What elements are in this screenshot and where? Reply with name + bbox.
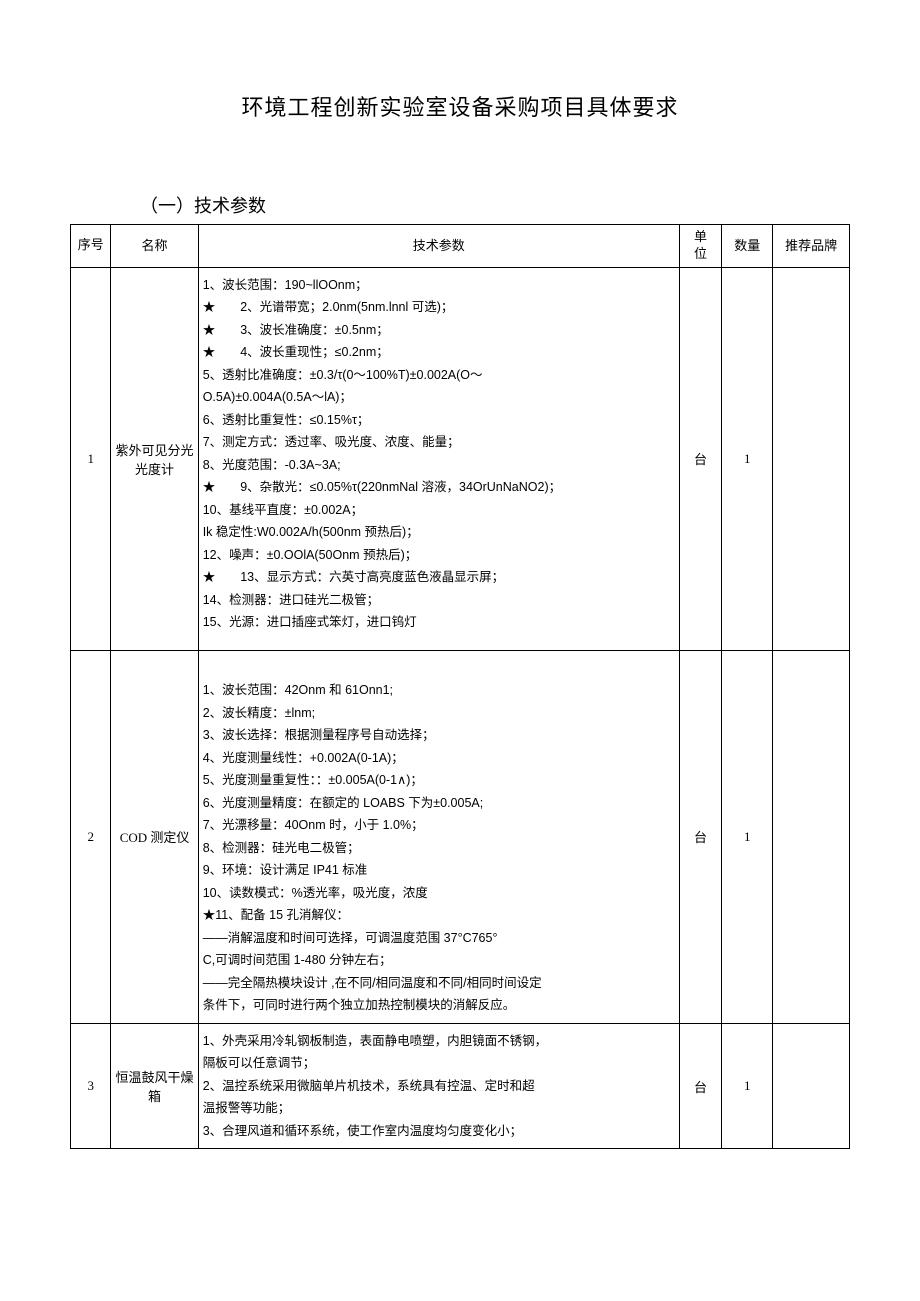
col-header-name: 名称: [111, 225, 198, 268]
cell-brand: [773, 267, 850, 650]
col-header-spec: 技术参数: [198, 225, 679, 268]
cell-qty: 1: [722, 267, 773, 650]
cell-seq: 3: [71, 1023, 111, 1149]
table-row: 3 恒温鼓风干燥箱 1、外壳采用冷轧钢板制造，表面静电喷塑，内胆镜面不锈钢， 隔…: [71, 1023, 850, 1149]
cell-brand: [773, 650, 850, 1023]
cell-unit: 台: [679, 267, 722, 650]
document-title: 环境工程创新实验室设备采购项目具体要求: [0, 90, 920, 122]
col-header-qty: 数量: [722, 225, 773, 268]
cell-qty: 1: [722, 1023, 773, 1149]
cell-name: COD 测定仪: [111, 650, 198, 1023]
cell-unit: 台: [679, 1023, 722, 1149]
cell-spec: 1、外壳采用冷轧钢板制造，表面静电喷塑，内胆镜面不锈钢， 隔板可以任意调节； 2…: [198, 1023, 679, 1149]
table-row: 2 COD 测定仪 1、波长范围：42Onm 和 61Onn1; 2、波长精度：…: [71, 650, 850, 1023]
cell-seq: 2: [71, 650, 111, 1023]
spec-table: 序号 名称 技术参数 单 位 数量 推荐品牌 1 紫外可见分光光度计: [70, 224, 850, 1149]
col-header-unit: 单 位: [679, 225, 722, 268]
cell-name: 紫外可见分光光度计: [111, 267, 198, 650]
cell-spec: 1、波长范围：190~llOOnm； ★ 2、光谱带宽；2.0nm(5nm.ln…: [198, 267, 679, 650]
col-header-brand: 推荐品牌: [773, 225, 850, 268]
table-row: 1 紫外可见分光光度计 1、波长范围：190~llOOnm； ★ 2、光谱带宽；…: [71, 267, 850, 650]
cell-brand: [773, 1023, 850, 1149]
cell-qty: 1: [722, 650, 773, 1023]
cell-name: 恒温鼓风干燥箱: [111, 1023, 198, 1149]
table-header-row: 序号 名称 技术参数 单 位 数量 推荐品牌: [71, 225, 850, 268]
cell-unit: 台: [679, 650, 722, 1023]
section-subtitle: （一）技术参数: [140, 192, 920, 218]
document-page: 环境工程创新实验室设备采购项目具体要求 （一）技术参数 序号 名称 技术参数 单: [0, 0, 920, 1189]
cell-spec: 1、波长范围：42Onm 和 61Onn1; 2、波长精度：±lnm; 3、波长…: [198, 650, 679, 1023]
cell-seq: 1: [71, 267, 111, 650]
col-header-seq: 序号: [71, 225, 111, 268]
